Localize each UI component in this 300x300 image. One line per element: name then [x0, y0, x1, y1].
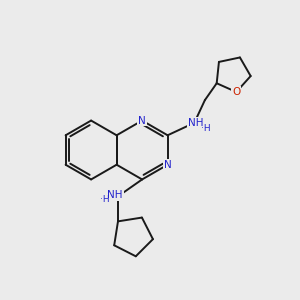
- Text: ·H: ·H: [201, 124, 210, 133]
- Text: NH: NH: [107, 190, 123, 200]
- Text: NH: NH: [188, 118, 203, 128]
- Text: N: N: [138, 116, 146, 126]
- Text: ·H: ·H: [100, 195, 110, 204]
- Text: O: O: [232, 87, 240, 97]
- Text: N: N: [164, 160, 172, 170]
